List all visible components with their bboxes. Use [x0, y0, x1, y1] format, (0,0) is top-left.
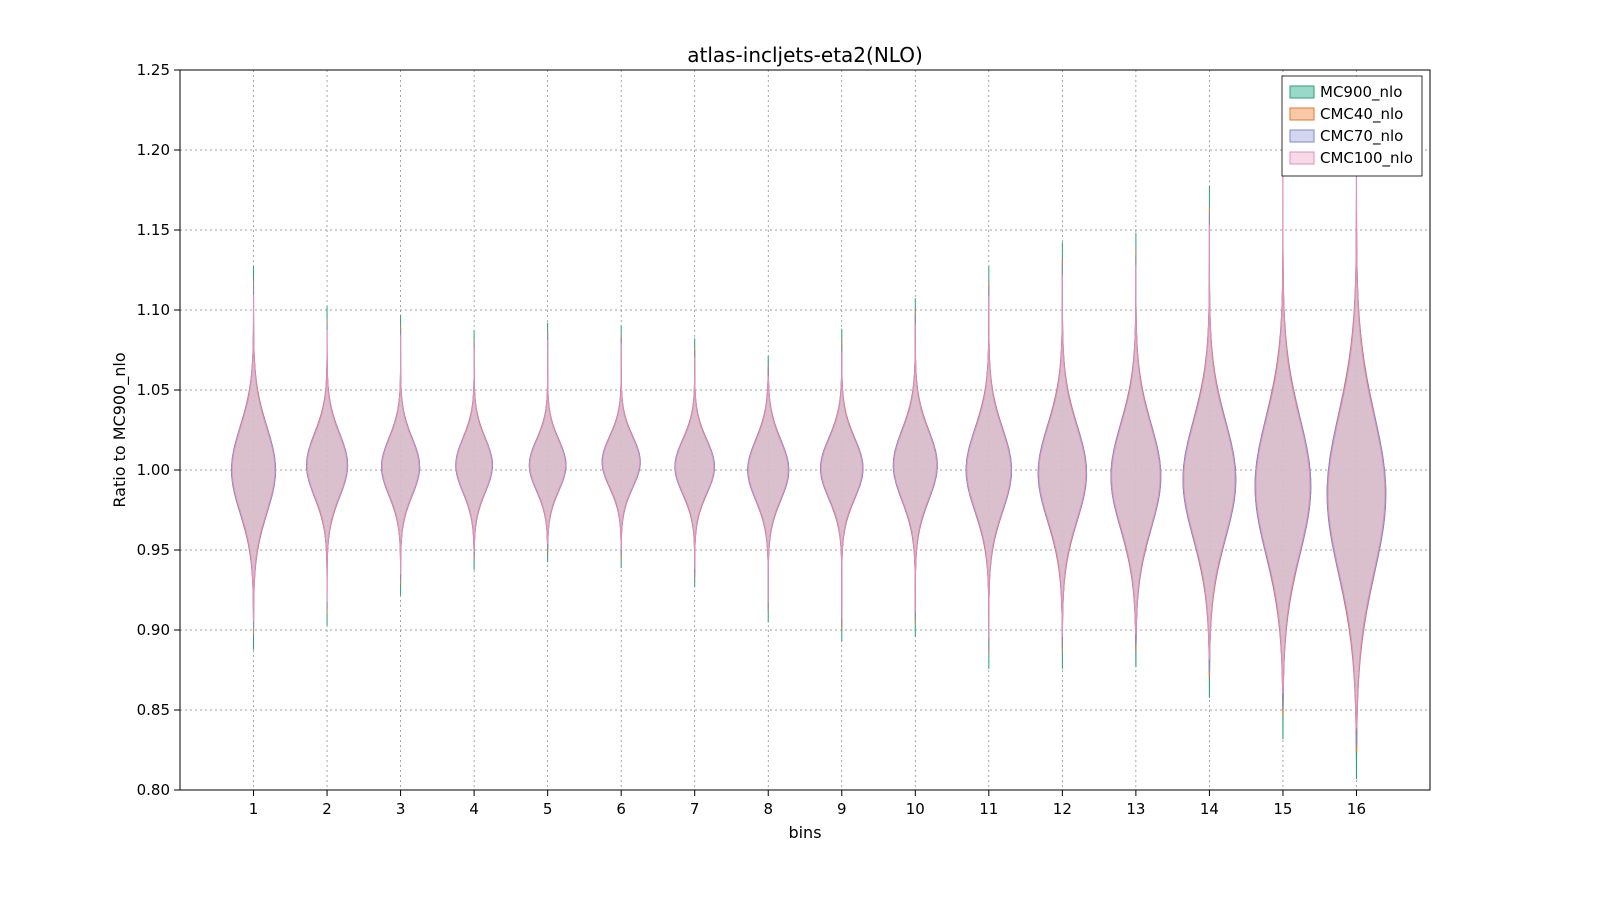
ytick-label: 1.25 [137, 61, 170, 79]
violin-CMC100_nlo-bin14 [1184, 225, 1235, 659]
violin-CMC100_nlo-bin2 [307, 331, 347, 602]
xtick-label: 13 [1126, 800, 1145, 818]
violin-CMC100_nlo-bin9 [821, 353, 862, 618]
x-axis-label: bins [788, 823, 821, 840]
xtick-label: 10 [906, 800, 925, 818]
violin-CMC100_nlo-bin7 [675, 357, 713, 568]
ytick-label: 0.85 [137, 701, 170, 719]
ytick-label: 1.05 [137, 381, 170, 399]
xtick-label: 3 [396, 800, 406, 818]
violin-chart: 123456789101112131415160.800.850.900.951… [100, 40, 1450, 840]
xtick-label: 6 [616, 800, 626, 818]
ytick-label: 1.15 [137, 221, 170, 239]
ytick-label: 1.10 [137, 301, 170, 319]
xtick-label: 15 [1273, 800, 1292, 818]
violin-CMC100_nlo-bin3 [382, 336, 419, 574]
legend-swatch [1290, 108, 1314, 120]
violin-CMC100_nlo-bin10 [894, 324, 937, 611]
xtick-label: 16 [1347, 800, 1366, 818]
xtick-label: 8 [763, 800, 773, 818]
violin-CMC100_nlo-bin4 [456, 349, 492, 552]
legend-swatch [1290, 152, 1314, 164]
xtick-label: 14 [1200, 800, 1219, 818]
xtick-label: 12 [1053, 800, 1072, 818]
ytick-label: 0.80 [137, 781, 170, 799]
legend-swatch [1290, 86, 1314, 98]
violin-CMC100_nlo-bin1 [232, 295, 275, 620]
violin-CMC100_nlo-bin6 [603, 344, 640, 549]
legend-label: CMC40_nlo [1320, 105, 1403, 124]
chart-title: atlas-incljets-eta2(NLO) [687, 43, 923, 67]
xtick-label: 1 [249, 800, 259, 818]
xtick-label: 5 [543, 800, 553, 818]
ytick-label: 1.00 [137, 461, 170, 479]
xtick-label: 2 [322, 800, 332, 818]
legend-label: CMC100_nlo [1320, 149, 1413, 168]
ytick-label: 0.95 [137, 541, 170, 559]
violin-CMC100_nlo-bin16 [1328, 153, 1385, 728]
violin-CMC100_nlo-bin11 [967, 297, 1011, 638]
plot-svg: 123456789101112131415160.800.850.900.951… [100, 40, 1450, 840]
violin-CMC100_nlo-bin15 [1256, 172, 1310, 693]
legend-swatch [1290, 130, 1314, 142]
xtick-label: 11 [979, 800, 998, 818]
ytick-label: 1.20 [137, 141, 170, 159]
y-axis-label: Ratio to MC900_nlo [110, 352, 130, 507]
xtick-label: 7 [690, 800, 700, 818]
legend-label: MC900_nlo [1320, 83, 1402, 102]
violin-CMC100_nlo-bin8 [748, 376, 788, 602]
violin-CMC100_nlo-bin12 [1039, 275, 1086, 637]
ytick-label: 0.90 [137, 621, 170, 639]
violin-CMC100_nlo-bin13 [1112, 266, 1160, 635]
xtick-label: 4 [469, 800, 479, 818]
xtick-label: 9 [837, 800, 847, 818]
legend-label: CMC70_nlo [1320, 127, 1403, 146]
